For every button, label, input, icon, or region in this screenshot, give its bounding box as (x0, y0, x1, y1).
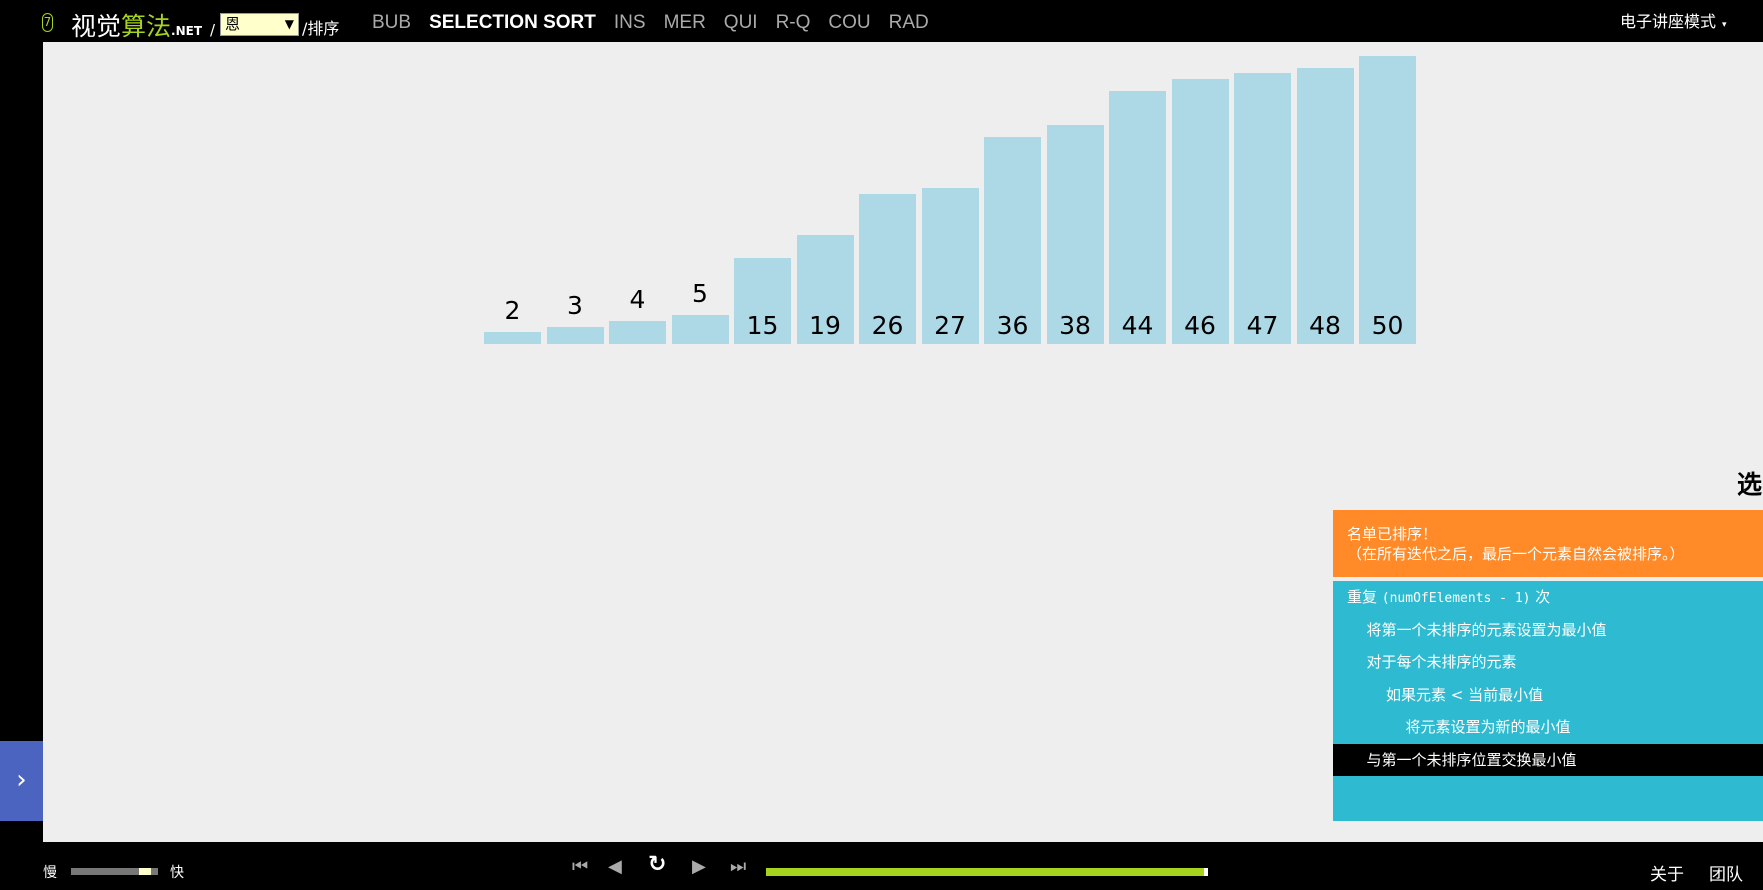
bar (609, 320, 666, 344)
pseudocode-panel: 重复 (numOfElements - 1) 次将第一个未排序的元素设置为最小值… (1333, 581, 1763, 821)
code-text: 如果元素 < 当前最小值 (1386, 685, 1544, 704)
bar (1109, 90, 1166, 344)
chevron-down-icon: ▼ (284, 17, 294, 31)
brand-slash: / (209, 21, 216, 39)
language-value: 恩 (225, 15, 241, 33)
bar-label: 46 (1184, 311, 1216, 340)
page-title-partial: 选 (1737, 470, 1763, 499)
progress-thumb[interactable] (1203, 868, 1208, 876)
progress-bar[interactable] (766, 868, 1208, 876)
footer-bar: 慢 快 ⏮ ◀ ↻ ▶ ⏭ 关于 团队 (0, 842, 1763, 890)
nav-cou[interactable]: COU (828, 12, 871, 33)
bar-label: 4 (629, 284, 646, 314)
code-text: 将元素设置为新的最小值 (1405, 718, 1571, 736)
code-text: 重复 (1347, 588, 1382, 606)
about-link[interactable]: 关于 (1650, 865, 1684, 885)
step-backward-icon[interactable]: ◀ (608, 856, 622, 877)
bar (484, 332, 541, 344)
status-line: （在所有迭代之后，最后一个元素自然会被排序。） (1347, 545, 1685, 563)
bar (546, 326, 604, 344)
brand-net: .NET (171, 24, 203, 38)
code-line: 将第一个未排序的元素设置为最小值 (1333, 614, 1763, 647)
bar-label: 3 (567, 290, 583, 320)
top-bar: 7 视觉算法.NET / 恩 ▼ /排序 BUB SELECTION SORT INS… (0, 0, 1763, 44)
bar (1046, 125, 1104, 344)
step-forward-icon[interactable]: ▶ (692, 856, 706, 877)
code-expression: (numOfElements - 1) (1381, 591, 1531, 606)
bar-label: 38 (1059, 311, 1091, 340)
code-text: 将第一个未排序的元素设置为最小值 (1366, 620, 1607, 639)
replay-icon[interactable]: ↻ (648, 852, 667, 877)
caret-down-icon: ▾ (1722, 20, 1727, 30)
go-to-end-icon[interactable]: ⏭ (730, 856, 747, 877)
code-line: 对于每个未排序的元素 (1333, 646, 1763, 679)
status-line: 名单已排序！ (1347, 525, 1438, 543)
visualization-canvas: 2 3 4 5 15 19 26 27 36 38 44 46 47 48 50 (43, 42, 1763, 842)
bar (921, 188, 979, 344)
bar-label: 36 (996, 311, 1029, 340)
logo-icon[interactable]: 7 (42, 13, 53, 32)
bar-label: 47 (1246, 311, 1279, 340)
nav-selection-sort[interactable]: SELECTION SORT (429, 12, 596, 33)
brand-text-green: 算法 (121, 12, 172, 41)
nav-r-q[interactable]: R-Q (775, 12, 811, 33)
algorithm-nav: BUB SELECTION SORT INS MER QUI R-Q COU RAD (372, 12, 929, 34)
bar-label: 5 (692, 279, 708, 309)
bar-label: 48 (1309, 311, 1341, 340)
team-link[interactable]: 团队 (1709, 865, 1743, 885)
speed-slider[interactable] (71, 868, 158, 875)
lecture-mode-label: 电子讲座模式 (1620, 12, 1717, 31)
status-panel: 名单已排序！ （在所有迭代之后，最后一个元素自然会被排序。） (1333, 510, 1763, 577)
code-line: 如果元素 < 当前最小值 (1333, 679, 1763, 712)
brand-text: 视觉 (71, 12, 122, 41)
bar (859, 194, 916, 344)
bar-label: 26 (871, 311, 904, 340)
bar (1171, 79, 1229, 344)
fast-label: 快 (170, 865, 184, 881)
code-text: 次 (1530, 588, 1551, 606)
nav-rad[interactable]: RAD (888, 12, 929, 33)
language-select[interactable]: 恩 ▼ (220, 13, 299, 36)
nav-ins[interactable]: INS (613, 12, 646, 33)
code-line: 将元素设置为新的最小值 (1333, 711, 1763, 744)
lecture-mode-menu[interactable]: 电子讲座模式 ▾ (1602, 0, 1763, 44)
nav-mer[interactable]: MER (663, 12, 706, 33)
nav-qui[interactable]: QUI (723, 12, 758, 33)
speed-slider-thumb[interactable] (138, 868, 151, 875)
chevron-right-icon: › (16, 765, 27, 795)
code-line: 与第一个未排序位置交换最小值 (1333, 743, 1763, 776)
code-line: 重复 (numOfElements - 1) 次 (1333, 581, 1763, 614)
sort-label: /排序 (302, 19, 340, 38)
bar (734, 257, 791, 344)
bar-label: 15 (746, 311, 779, 340)
bar-label: 2 (504, 296, 521, 326)
bar-label: 44 (1121, 311, 1154, 340)
site-brand[interactable]: 视觉算法.NET / (71, 7, 215, 43)
bar (1234, 73, 1291, 344)
go-to-beginning-icon[interactable]: ⏮ (572, 856, 589, 877)
bar-label: 19 (809, 311, 841, 340)
code-text: 对于每个未排序的元素 (1366, 653, 1517, 671)
left-strip (0, 42, 43, 842)
bar (1296, 67, 1354, 344)
bar-label: 27 (934, 311, 966, 340)
bar (984, 136, 1041, 344)
code-text: 与第一个未排序位置交换最小值 (1366, 750, 1577, 769)
nav-bub[interactable]: BUB (372, 12, 412, 33)
bar (671, 315, 729, 344)
bar-label: 50 (1371, 311, 1404, 340)
bar (1359, 56, 1416, 344)
bar (796, 234, 854, 344)
expand-panel-button[interactable]: › (0, 741, 43, 821)
slow-label: 慢 (43, 865, 57, 881)
